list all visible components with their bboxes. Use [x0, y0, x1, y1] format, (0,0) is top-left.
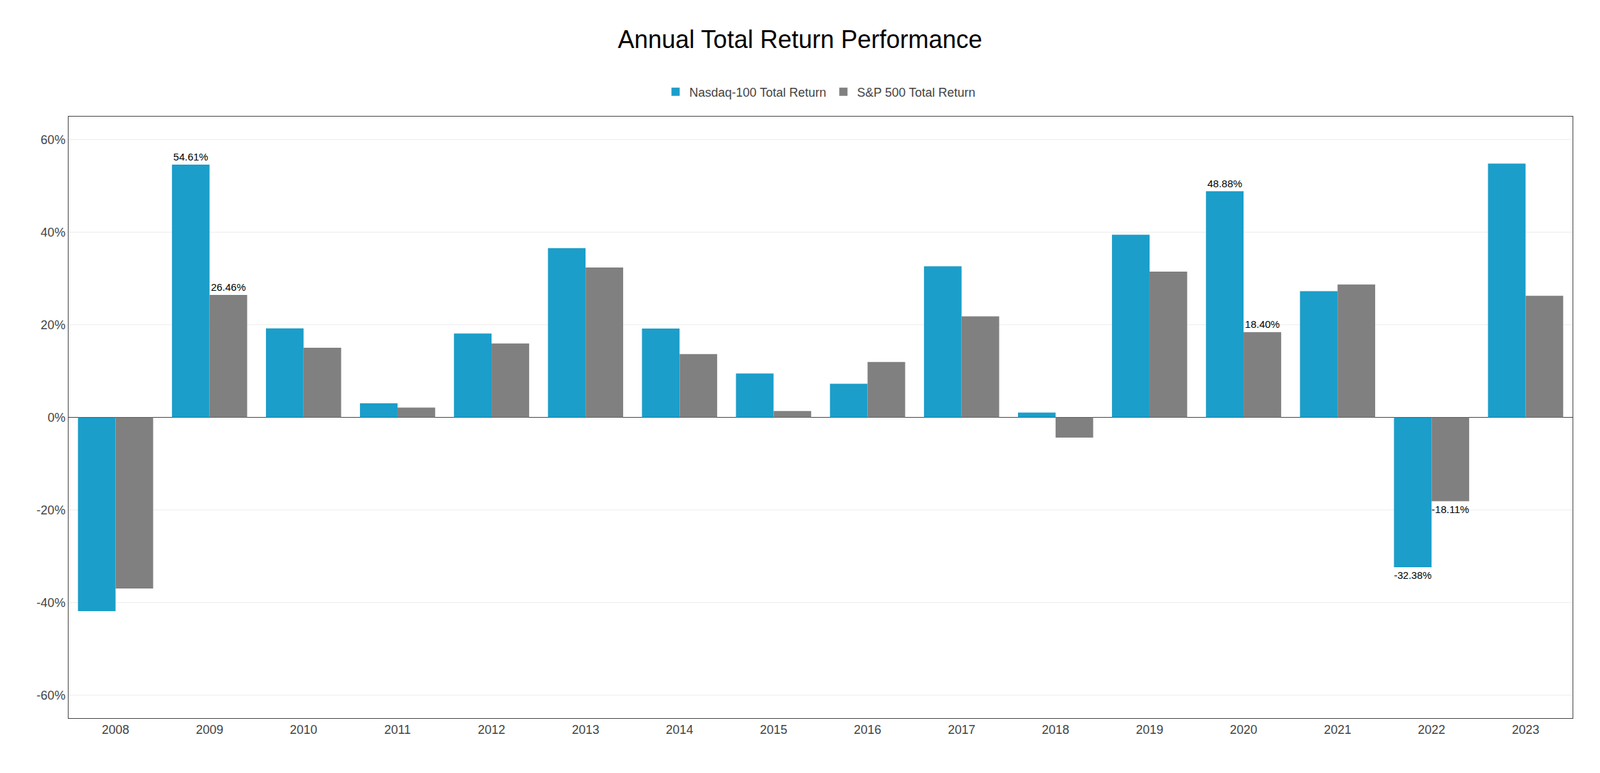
svg-text:-40%: -40% — [36, 595, 66, 610]
svg-text:2019: 2019 — [1135, 722, 1164, 737]
svg-text:2009: 2009 — [196, 722, 224, 737]
svg-text:60%: 60% — [40, 132, 66, 147]
svg-text:2008: 2008 — [102, 722, 130, 737]
svg-text:26.46%: 26.46% — [211, 281, 247, 293]
svg-text:20%: 20% — [40, 318, 66, 332]
svg-text:0%: 0% — [47, 410, 66, 425]
svg-text:-60%: -60% — [36, 688, 66, 702]
svg-text:2018: 2018 — [1041, 722, 1070, 737]
svg-text:S&P 500 Total Return: S&P 500 Total Return — [856, 85, 975, 100]
svg-text:-32.38%: -32.38% — [1393, 569, 1432, 581]
svg-text:2013: 2013 — [571, 722, 600, 737]
svg-text:2010: 2010 — [289, 722, 318, 737]
svg-text:2017: 2017 — [948, 722, 976, 737]
svg-text:18.40%: 18.40% — [1244, 318, 1280, 330]
svg-text:Nasdaq-100 Total Return: Nasdaq-100 Total Return — [689, 85, 827, 100]
svg-text:2011: 2011 — [384, 722, 412, 737]
svg-text:2020: 2020 — [1229, 722, 1258, 737]
svg-text:48.88%: 48.88% — [1207, 177, 1243, 190]
svg-text:-20%: -20% — [36, 503, 66, 517]
svg-text:-18.11%: -18.11% — [1431, 503, 1470, 515]
svg-text:2016: 2016 — [854, 722, 882, 737]
svg-text:Annual Total Return Performanc: Annual Total Return Performance — [617, 25, 983, 54]
svg-text:2022: 2022 — [1417, 722, 1446, 737]
svg-text:2014: 2014 — [665, 722, 694, 737]
svg-text:40%: 40% — [40, 225, 66, 240]
svg-text:2015: 2015 — [759, 722, 787, 737]
svg-text:2023: 2023 — [1511, 722, 1539, 737]
svg-text:2021: 2021 — [1323, 722, 1352, 737]
svg-text:2012: 2012 — [477, 722, 506, 737]
svg-text:54.61%: 54.61% — [173, 150, 209, 163]
